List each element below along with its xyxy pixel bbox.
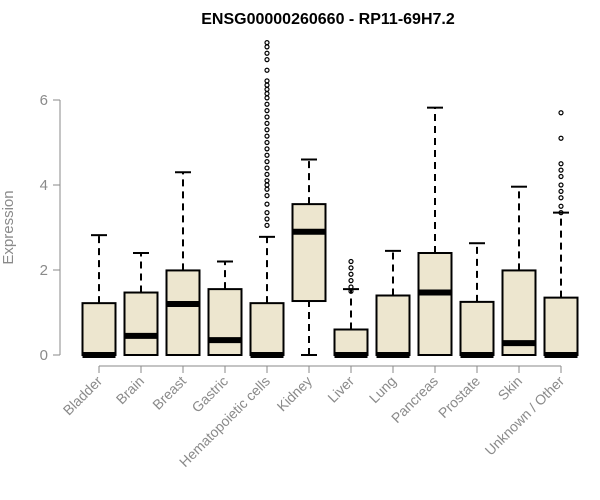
y-axis: 0 2 4 6 (40, 92, 61, 364)
outlier-point (558, 135, 564, 141)
outlier-point (558, 195, 564, 201)
outlier-point (264, 165, 270, 171)
box-brain (123, 252, 159, 356)
box-body (249, 302, 285, 356)
y-tick-label: 4 (40, 177, 48, 194)
outlier-point (348, 284, 354, 290)
outlier-point (264, 95, 270, 101)
outlier-point (264, 186, 270, 192)
boxes (81, 40, 579, 358)
box-body (291, 203, 327, 303)
outlier-point (264, 127, 270, 133)
box-gastric (207, 260, 243, 356)
outlier-point (264, 152, 270, 158)
box-prostate (459, 242, 495, 358)
outlier-point (264, 101, 270, 107)
outlier-point (264, 133, 270, 139)
y-tick-label: 0 (40, 347, 48, 364)
outlier-point (264, 120, 270, 126)
outlier-point (264, 91, 270, 97)
outlier-point (264, 114, 270, 120)
outlier-point (264, 139, 270, 146)
outlier-point (348, 258, 354, 265)
box-body (459, 300, 495, 356)
outlier-point (558, 161, 564, 167)
box-body (333, 328, 369, 356)
x-tick-label: Pancreas (388, 373, 441, 426)
x-tick-label: Bladder (60, 373, 106, 419)
x-tick-label: Lung (366, 373, 399, 406)
outlier-point (264, 182, 270, 188)
outlier-point (264, 193, 270, 199)
box-hematopoietic-cells (249, 40, 285, 358)
box-liver (333, 258, 369, 358)
outlier-point (558, 182, 564, 188)
box-pancreas (417, 106, 453, 356)
outlier-point (264, 159, 270, 165)
outlier-point (558, 188, 564, 194)
outlier-point (264, 178, 270, 184)
outlier-point (264, 210, 270, 216)
box-kidney (291, 158, 327, 356)
box-body (417, 252, 453, 356)
y-tick-label: 6 (40, 92, 48, 109)
outlier-point (264, 82, 270, 88)
outlier-point (558, 210, 564, 216)
x-tick-label: Unknown / Other (482, 373, 568, 459)
outlier-point (264, 44, 270, 50)
x-tick-label: Brain (113, 373, 147, 407)
box-body (543, 296, 579, 356)
x-tick-label: Liver (324, 373, 357, 406)
chart-title: ENSG00000260660 - RP11-69H7.2 (201, 11, 455, 28)
box-unknown-other (543, 110, 579, 358)
outlier-point (264, 40, 270, 46)
y-tick-label: 2 (40, 262, 48, 279)
outlier-point (264, 50, 270, 56)
outlier-point (264, 86, 270, 92)
box-body (375, 294, 411, 356)
box-body (207, 288, 243, 356)
box-body (165, 269, 201, 356)
box-body (81, 302, 117, 356)
outlier-point (264, 57, 270, 63)
outlier-point (558, 167, 564, 173)
outlier-point (264, 67, 270, 73)
box-breast (165, 171, 201, 356)
outlier-point (264, 146, 270, 152)
box-bladder (81, 234, 117, 358)
outlier-point (348, 265, 354, 271)
outlier-point (558, 173, 564, 180)
x-tick-label: Prostate (435, 373, 483, 421)
x-tick-label: Kidney (274, 373, 316, 415)
box-body (123, 291, 159, 356)
x-tick-label: Skin (495, 373, 526, 404)
outlier-point (264, 171, 270, 177)
outlier-point (264, 222, 270, 228)
outlier-point (348, 278, 354, 284)
y-axis-label: Expression (0, 190, 17, 264)
outlier-point (264, 108, 270, 114)
box-skin (501, 185, 537, 356)
box-lung (375, 249, 411, 358)
outlier-point (558, 110, 564, 116)
outlier-point (264, 216, 270, 222)
outlier-point (348, 271, 354, 277)
outlier-point (264, 201, 270, 207)
outlier-point (558, 203, 564, 209)
outlier-point (264, 78, 270, 84)
x-tick-label: Breast (149, 373, 189, 413)
